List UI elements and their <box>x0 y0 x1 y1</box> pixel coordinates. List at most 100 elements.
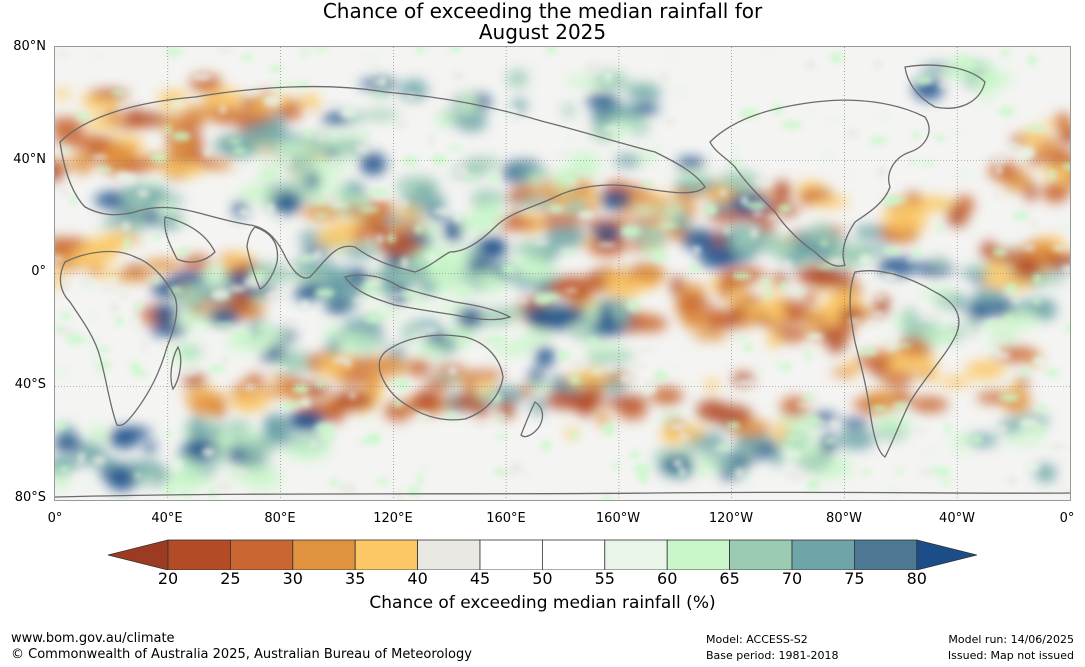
background-anomaly-speck <box>518 298 529 304</box>
wet-anomaly-patch <box>99 220 117 229</box>
dry-anomaly-patch <box>451 396 479 411</box>
wet-anomaly-patch <box>270 114 287 124</box>
colorbar-tick-label: 25 <box>220 569 241 588</box>
background-anomaly-speck <box>208 487 217 499</box>
background-anomaly-speck <box>851 493 859 499</box>
background-anomaly-speck <box>282 156 291 166</box>
background-anomaly-speck <box>1035 404 1049 411</box>
background-anomaly-speck <box>266 290 287 301</box>
dry-anomaly-patch <box>697 190 737 200</box>
background-anomaly-speck <box>97 166 112 173</box>
dry-anomaly-patch <box>1042 253 1070 268</box>
background-anomaly-speck <box>564 288 579 293</box>
dry-anomaly-patch <box>466 370 505 380</box>
background-anomaly-speck <box>75 112 91 120</box>
background-anomaly-speck <box>165 47 183 57</box>
background-anomaly-speck <box>331 159 338 167</box>
background-anomaly-speck <box>416 474 424 485</box>
background-anomaly-speck <box>991 350 1011 361</box>
background-anomaly-speck <box>59 465 69 473</box>
background-anomaly-speck <box>454 211 463 223</box>
background-anomaly-speck <box>192 324 209 333</box>
background-anomaly-speck <box>219 104 227 115</box>
colorbar-tick-label: 75 <box>844 569 865 588</box>
dry-anomaly-patch <box>406 358 432 377</box>
background-anomaly-speck <box>88 310 99 322</box>
wet-anomaly-patch <box>235 461 273 470</box>
background-anomaly-speck <box>735 335 749 341</box>
background-anomaly-speck <box>397 381 408 391</box>
background-anomaly-speck <box>626 300 641 312</box>
background-anomaly-speck <box>340 106 357 119</box>
wet-anomaly-patch <box>131 211 146 233</box>
background-anomaly-speck <box>59 188 71 197</box>
dry-anomaly-patch <box>980 241 998 260</box>
wet-anomaly-patch <box>952 432 970 450</box>
wet-anomaly-patch <box>933 255 947 270</box>
wet-anomaly-patch <box>733 455 752 468</box>
dry-anomaly-patch <box>115 271 154 283</box>
background-anomaly-speck <box>492 392 502 403</box>
background-anomaly-speck <box>921 315 939 320</box>
background-anomaly-speck <box>557 151 572 157</box>
dry-anomaly-patch <box>1053 174 1070 185</box>
footer-url[interactable]: www.bom.gov.au/climate <box>11 631 175 646</box>
background-anomaly-speck <box>181 369 198 375</box>
background-anomaly-speck <box>400 257 409 269</box>
background-anomaly-speck <box>998 106 1016 117</box>
wet-anomaly-patch <box>288 438 331 461</box>
background-anomaly-speck <box>414 224 423 234</box>
background-anomaly-speck <box>483 357 495 363</box>
background-anomaly-speck <box>876 295 884 301</box>
wet-anomaly-patch <box>788 246 818 261</box>
background-anomaly-speck <box>64 177 76 182</box>
new-zealand-outline <box>520 401 544 438</box>
background-anomaly-speck <box>274 80 283 91</box>
background-anomaly-speck <box>160 340 168 348</box>
dry-anomaly-patch <box>1040 187 1070 196</box>
dry-anomaly-patch <box>300 93 321 111</box>
wet-anomaly-patch <box>416 342 446 357</box>
wet-anomaly-patch <box>614 154 642 168</box>
colorbar-segment <box>167 539 231 570</box>
background-anomaly-speck <box>938 83 949 89</box>
background-anomaly-speck <box>286 81 294 88</box>
lat-label-80n: 80°N <box>13 39 46 54</box>
background-anomaly-speck <box>578 210 595 219</box>
background-anomaly-speck <box>806 332 824 341</box>
footer-issued: Issued: Map not issued <box>947 649 1074 662</box>
background-anomaly-speck <box>86 477 95 490</box>
background-anomaly-speck <box>314 422 335 434</box>
background-anomaly-speck <box>77 454 85 466</box>
wet-anomaly-patch <box>506 69 529 88</box>
background-anomaly-speck <box>164 431 172 437</box>
background-anomaly-speck <box>313 381 328 388</box>
background-anomaly-speck <box>422 327 439 333</box>
background-anomaly-speck <box>95 360 112 371</box>
wet-anomaly-patch <box>628 86 662 101</box>
background-anomaly-speck <box>1001 143 1022 149</box>
background-anomaly-speck <box>919 160 936 166</box>
background-anomaly-speck <box>919 448 939 456</box>
colorbar-segment <box>729 539 793 570</box>
background-anomaly-speck <box>1026 125 1045 132</box>
dry-anomaly-patch <box>782 308 804 320</box>
background-anomaly-speck <box>663 117 675 127</box>
dry-anomaly-patch <box>631 216 657 227</box>
background-anomaly-speck <box>399 200 409 207</box>
wet-anomaly-patch <box>414 184 434 194</box>
lon-label-160w: 160°W <box>595 511 641 526</box>
background-anomaly-speck <box>719 188 727 197</box>
dry-anomaly-patch <box>301 203 343 221</box>
background-anomaly-speck <box>501 263 517 276</box>
background-anomaly-speck <box>939 480 954 485</box>
wet-anomaly-patch <box>551 305 587 323</box>
background-anomaly-speck <box>912 248 923 259</box>
background-anomaly-speck <box>266 202 274 215</box>
background-anomaly-speck <box>216 47 235 53</box>
background-anomaly-speck <box>322 195 342 201</box>
background-anomaly-speck <box>556 350 572 361</box>
background-anomaly-speck <box>306 107 314 115</box>
dry-anomaly-patch <box>182 254 212 270</box>
background-anomaly-speck <box>303 129 315 137</box>
